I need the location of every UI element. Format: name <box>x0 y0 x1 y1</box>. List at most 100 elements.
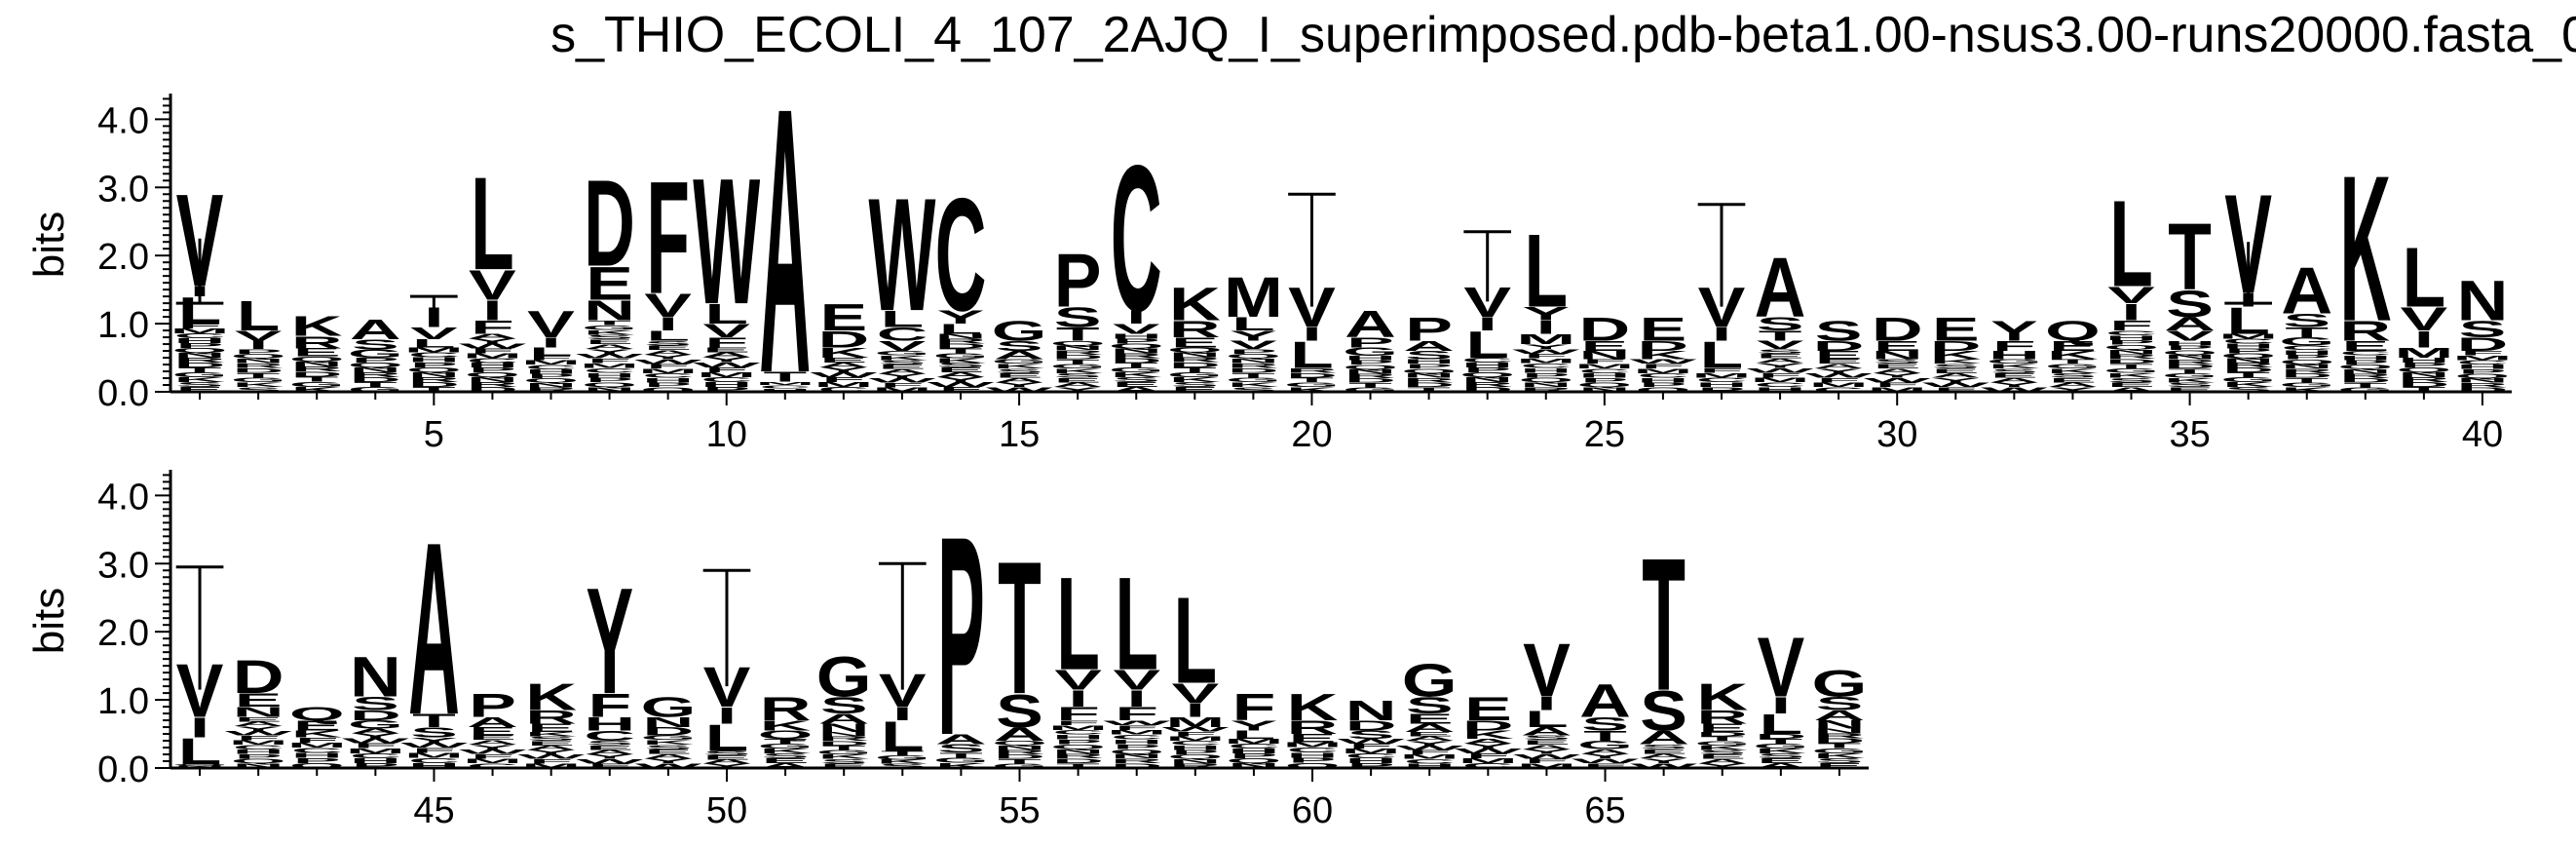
logo-letter: S <box>1581 713 1629 734</box>
logo-letter: N <box>350 646 401 710</box>
logo-letter: T <box>2226 371 2270 379</box>
logo-letter: M <box>2453 355 2513 362</box>
logo-letter: G <box>875 350 930 357</box>
logo-letter: L <box>881 306 925 332</box>
logo-letter: N <box>2457 270 2509 333</box>
x-tick-label: 45 <box>413 790 454 831</box>
logo-letter: P <box>586 376 633 384</box>
logo-letter: F <box>822 376 866 384</box>
logo-letter: D <box>817 326 869 353</box>
logo-letter: A <box>1638 752 1689 760</box>
logo-letter: K <box>291 386 343 394</box>
logo-letter: T <box>2285 377 2329 384</box>
logo-letter: P <box>1347 762 1395 770</box>
logo-letter: C <box>525 364 577 370</box>
logo-letter: S <box>1640 743 1687 750</box>
logo-letter: W <box>634 762 701 769</box>
logo-letter: K <box>2281 386 2332 393</box>
logo-letter: N <box>350 366 401 374</box>
logo-letter: G <box>758 743 814 750</box>
logo-letter: T <box>1231 371 1275 379</box>
logo-letter: W <box>225 730 292 737</box>
logo-letter: M <box>229 739 288 746</box>
logo-letter: E <box>1580 338 1628 354</box>
logo-letter: I <box>1127 685 1147 711</box>
logo-letter: E <box>2049 376 2097 383</box>
logo-letter: Q <box>172 764 228 766</box>
logo-letter: P <box>2283 354 2330 361</box>
y-tick-label: 4.0 <box>97 100 149 141</box>
logo-letter: D <box>1403 381 1455 388</box>
logo-letter: L <box>1056 551 1100 699</box>
logo-letter: G <box>1050 363 1106 369</box>
logo-letter: C <box>408 351 460 359</box>
logo-letter: Y <box>352 732 399 740</box>
logo-letter: A <box>2105 386 2157 394</box>
logo-letter: E <box>1698 753 1746 760</box>
y-tick-label: 1.0 <box>97 305 149 346</box>
logo-letter: D <box>1578 311 1630 348</box>
logo-letter: F <box>529 355 573 362</box>
logo-letter: C <box>2281 344 2332 351</box>
logo-letter: K <box>174 376 226 384</box>
logo-letter: A <box>935 371 987 379</box>
logo-letter: A <box>1404 722 1456 735</box>
logo-letter: G <box>348 386 403 394</box>
logo-letter: H <box>1638 376 1689 383</box>
logo-letter: T <box>2168 367 2212 374</box>
logo-letter: I <box>1186 701 1205 721</box>
logo-letter: F <box>1349 743 1393 750</box>
logo-letter: F <box>1524 353 1568 361</box>
logo-letter: P <box>2224 347 2272 355</box>
logo-letter: A <box>1930 372 1982 379</box>
logo-letter: L <box>939 322 983 337</box>
logo-letter: V <box>235 328 283 344</box>
logo-letter: C <box>817 386 869 394</box>
logo-letter: T <box>178 366 222 374</box>
logo-letter: G <box>2162 372 2217 379</box>
logo-letter: K <box>1638 349 1689 362</box>
logo-letter: F <box>1115 724 1158 732</box>
logo-letter: R <box>291 365 343 373</box>
logo-letter: H <box>1229 748 1280 755</box>
logo-letter: F <box>237 734 281 741</box>
logo-letter: Q <box>992 740 1047 747</box>
x-tick-label: 65 <box>1584 790 1625 831</box>
logo-letter: H <box>408 356 460 364</box>
logo-letter: N <box>2339 367 2391 374</box>
logo-letter: C <box>1696 376 1748 384</box>
logo-letter: V <box>469 261 516 309</box>
logo-letter: C <box>935 165 987 345</box>
logo-letter: P <box>1405 363 1453 369</box>
logo-letter: I <box>1771 692 1791 718</box>
logo-letter: D <box>1111 357 1162 365</box>
logo-letter: G <box>348 348 403 361</box>
logo-letter: C <box>1638 372 1689 379</box>
logo-letter: Y <box>1874 372 1921 379</box>
logo-letter: G <box>992 358 1047 365</box>
logo-letter: R <box>174 357 226 365</box>
logo-letter: M <box>2394 345 2453 361</box>
logo-letter: N <box>467 376 518 384</box>
logo-letter: E <box>996 372 1043 379</box>
logo-letter: W <box>1572 757 1639 765</box>
logo-letter: D <box>1461 386 1513 394</box>
logo-letter: H <box>1111 739 1162 747</box>
logo-letter: W <box>868 165 935 345</box>
logo-letter: W <box>459 749 526 755</box>
logo-letter: P <box>1346 335 1394 351</box>
logo-letter: E <box>819 357 867 365</box>
logo-letter: T <box>354 381 398 389</box>
logo-letter: G <box>231 376 286 384</box>
logo-letter: W <box>459 342 526 350</box>
